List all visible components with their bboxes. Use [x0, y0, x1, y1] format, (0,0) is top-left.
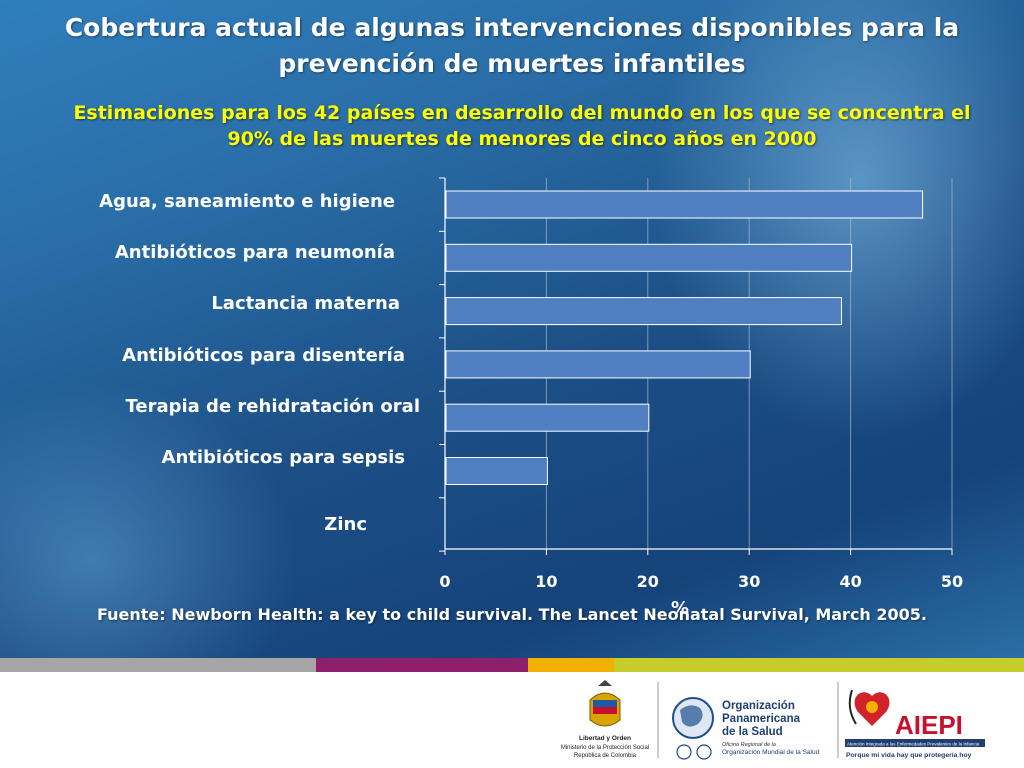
aiepi-tagline: Porque mi vida hay que protegería hoy [846, 752, 972, 759]
coat-of-arms-icon [589, 680, 621, 727]
x-tick-label: 20 [637, 572, 659, 591]
bar [445, 297, 842, 326]
background-glow [0, 380, 300, 660]
logo-bar: Libertad y Orden Ministerio de la Protec… [0, 672, 1024, 768]
color-strip [0, 658, 1024, 672]
category-label: Lactancia materna [211, 293, 400, 314]
category-label: Antibióticos para sepsis [162, 447, 405, 468]
colombia-text-2: Ministerio de la Protección Social [561, 745, 649, 751]
child-heart-icon [848, 689, 890, 726]
ops-name-1: Organización [722, 700, 795, 712]
aiepi-band-text: Atención Integrada a las Enfermedades Pr… [847, 742, 980, 747]
bar-chart: Agua, saneamiento e higiene Antibióticos … [99, 177, 963, 619]
colombia-text-1: Libertad y Orden [579, 735, 631, 742]
slide-subtitle: Estimaciones para los 42 países en desar… [73, 102, 971, 151]
ops-name-3: de la Salud [722, 726, 783, 738]
x-tick-label: 50 [941, 572, 963, 591]
aiepi-band [845, 739, 985, 747]
bar [445, 243, 853, 272]
x-tick-label: 10 [535, 572, 557, 591]
x-tick-label: 30 [738, 572, 760, 591]
chart-labels: Agua, saneamiento e higiene Antibióticos … [99, 191, 963, 619]
bar [445, 350, 751, 379]
ops-name-2: Panamericana [722, 713, 801, 725]
aiepi-name: AIEPI [895, 710, 963, 740]
globe-icon [672, 697, 714, 739]
ops-sub-1: Oficina Regional de la [722, 742, 776, 748]
category-label: Agua, saneamiento e higiene [99, 191, 395, 212]
source-note: Fuente: Newborn Health: a key to child s… [97, 605, 927, 624]
category-label: Antibióticos para neumonía [115, 242, 395, 263]
strip-segment-purple [316, 658, 528, 672]
bar [445, 190, 924, 219]
chart-axes [439, 177, 953, 555]
slide-background: Cobertura actual de algunas intervencion… [0, 0, 1024, 660]
ops-sub-2: Organización Mundial de la Salud [722, 749, 820, 756]
aiepi-logo: AIEPI Atención Integrada a las Enfermeda… [845, 689, 985, 759]
strip-segment-yellow [528, 658, 614, 672]
slide-title: Cobertura actual de algunas intervencion… [64, 13, 960, 78]
colombia-text-3: República de Colombia [574, 753, 637, 759]
strip-segment-olive [614, 658, 1024, 672]
x-tick-label: 0 [439, 572, 450, 591]
category-label: Zinc [324, 514, 367, 535]
colombia-logo: Libertad y Orden Ministerio de la Protec… [561, 680, 649, 759]
ops-logo: Organización Panamericana de la Salud Of… [672, 697, 820, 760]
x-tick-label: 40 [839, 572, 861, 591]
chart-bars [445, 190, 924, 485]
x-axis-title: % [671, 598, 689, 619]
category-label: Terapia de rehidratación oral [125, 396, 420, 417]
bar [445, 457, 548, 485]
partner-logos: Libertad y Orden Ministerio de la Protec… [561, 680, 985, 760]
category-label: Antibióticos para disentería [122, 345, 405, 366]
strip-segment-gray [0, 658, 316, 672]
bar [445, 403, 650, 432]
who-emblem-icon [676, 744, 712, 760]
